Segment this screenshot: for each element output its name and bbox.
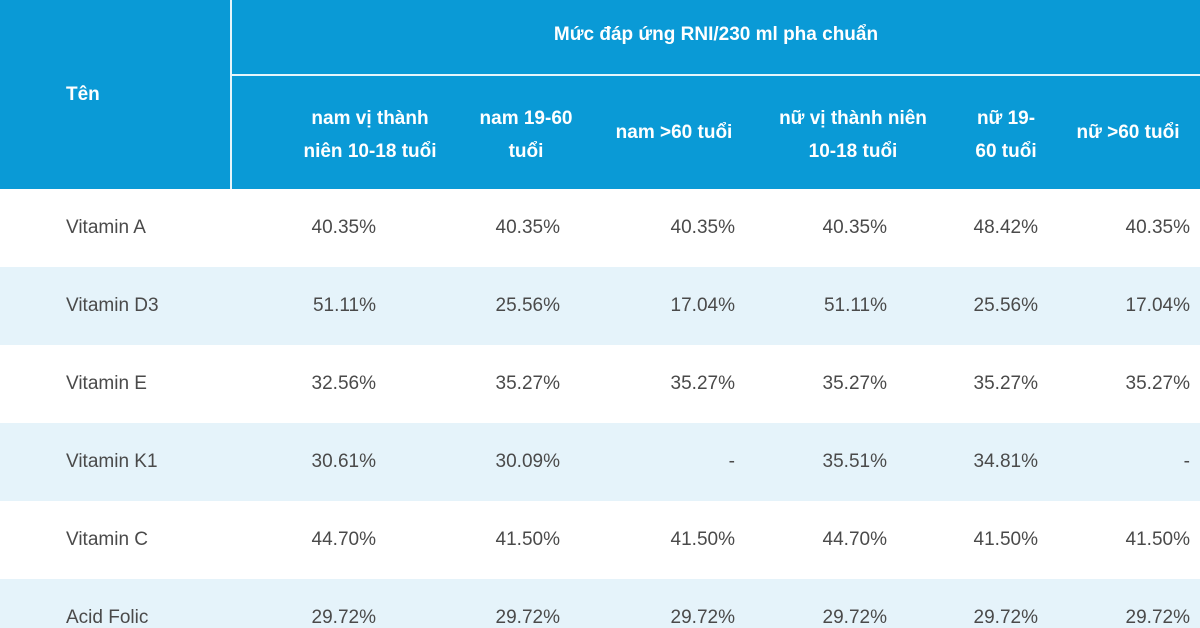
table-row: Vitamin C 44.70% 41.50% 41.50% 44.70% 41.50% 4… bbox=[0, 501, 1200, 579]
value-cell: 32.56% bbox=[311, 373, 376, 394]
value-cell: 29.72% bbox=[670, 607, 735, 628]
value-cell: 44.70% bbox=[822, 529, 887, 550]
column-header-line: nữ vị thành niên bbox=[779, 108, 927, 129]
value-cell: 40.35% bbox=[1125, 217, 1190, 238]
value-cell: 40.35% bbox=[822, 217, 887, 238]
row-name: Vitamin C bbox=[66, 529, 149, 550]
table-row: Vitamin A 40.35% 40.35% 40.35% 40.35% 48.42% 4… bbox=[0, 189, 1200, 267]
value-cell: 35.27% bbox=[822, 373, 887, 394]
column-header-3: nam >60 tuổi bbox=[584, 116, 764, 149]
value-cell: 40.35% bbox=[311, 217, 376, 238]
column-header-line: nữ >60 tuổi bbox=[1076, 122, 1180, 143]
header-divider-horizontal bbox=[230, 74, 1200, 76]
value-cell: 17.04% bbox=[670, 295, 735, 316]
column-header-6: nữ >60 tuổi bbox=[1038, 116, 1200, 149]
value-cell: 30.61% bbox=[311, 451, 376, 472]
column-header-line: nam vị thành bbox=[311, 108, 429, 129]
column-header-line: nam >60 tuổi bbox=[615, 122, 733, 143]
column-header-line: nam 19-60 bbox=[479, 108, 573, 129]
table-row: Vitamin D3 51.11% 25.56% 17.04% 51.11% 25.56%… bbox=[0, 267, 1200, 345]
table-row: Acid Folic 29.72% 29.72% 29.72% 29.72% 29.72%… bbox=[0, 579, 1200, 628]
column-header-line: niên 10-18 tuổi bbox=[303, 141, 437, 162]
row-name: Vitamin E bbox=[66, 373, 147, 394]
table-header: Tên Mức đáp ứng RNI/230 ml pha chuẩn nam… bbox=[0, 0, 1200, 189]
value-cell: 40.35% bbox=[670, 217, 735, 238]
value-cell: 35.27% bbox=[495, 373, 560, 394]
value-cell: 41.50% bbox=[495, 529, 560, 550]
column-header-line: tuổi bbox=[508, 141, 544, 162]
name-column-header: Tên bbox=[66, 84, 100, 105]
value-cell: 51.11% bbox=[312, 295, 376, 316]
value-cell: 29.72% bbox=[973, 607, 1038, 628]
value-cell: 40.35% bbox=[495, 217, 560, 238]
table-row: Vitamin K1 30.61% 30.09% - 35.51% 34.81% - bbox=[0, 423, 1200, 501]
value-cell: 29.72% bbox=[822, 607, 887, 628]
value-cell: 35.27% bbox=[973, 373, 1038, 394]
value-cell: 25.56% bbox=[495, 295, 560, 316]
value-cell: 35.51% bbox=[822, 451, 887, 472]
value-cell: 35.27% bbox=[1125, 373, 1190, 394]
value-cell: - bbox=[1183, 451, 1190, 472]
header-divider-vertical bbox=[230, 0, 232, 189]
column-header-line: 10-18 tuổi bbox=[808, 141, 898, 162]
value-cell: 41.50% bbox=[973, 529, 1038, 550]
row-name: Vitamin A bbox=[66, 217, 146, 238]
value-cell: 17.04% bbox=[1125, 295, 1190, 316]
row-name: Vitamin D3 bbox=[66, 295, 159, 316]
table-row: Vitamin E 32.56% 35.27% 35.27% 35.27% 35.27% 3… bbox=[0, 345, 1200, 423]
value-cell: 30.09% bbox=[495, 451, 560, 472]
value-cell: 51.11% bbox=[823, 295, 887, 316]
column-header-line: 60 tuổi bbox=[975, 141, 1037, 162]
column-header-5: nữ 19- 60 tuổi bbox=[916, 102, 1096, 168]
row-name: Vitamin K1 bbox=[66, 451, 158, 472]
value-cell: 29.72% bbox=[495, 607, 560, 628]
row-name: Acid Folic bbox=[66, 607, 149, 628]
column-header-1: nam vị thành niên 10-18 tuổi bbox=[280, 102, 460, 168]
value-cell: 48.42% bbox=[973, 217, 1038, 238]
value-cell: 44.70% bbox=[311, 529, 376, 550]
column-header-4: nữ vị thành niên 10-18 tuổi bbox=[763, 102, 943, 168]
value-cell: - bbox=[728, 451, 735, 472]
value-cell: 34.81% bbox=[973, 451, 1038, 472]
value-cell: 29.72% bbox=[311, 607, 376, 628]
value-cell: 41.50% bbox=[1125, 529, 1190, 550]
value-cell: 25.56% bbox=[973, 295, 1038, 316]
value-cell: 35.27% bbox=[670, 373, 735, 394]
value-cell: 41.50% bbox=[670, 529, 735, 550]
column-header-line: nữ 19- bbox=[976, 108, 1036, 129]
rni-group-header: Mức đáp ứng RNI/230 ml pha chuẩn bbox=[553, 24, 879, 45]
column-header-2: nam 19-60 tuổi bbox=[436, 102, 616, 168]
value-cell: 29.72% bbox=[1125, 607, 1190, 628]
